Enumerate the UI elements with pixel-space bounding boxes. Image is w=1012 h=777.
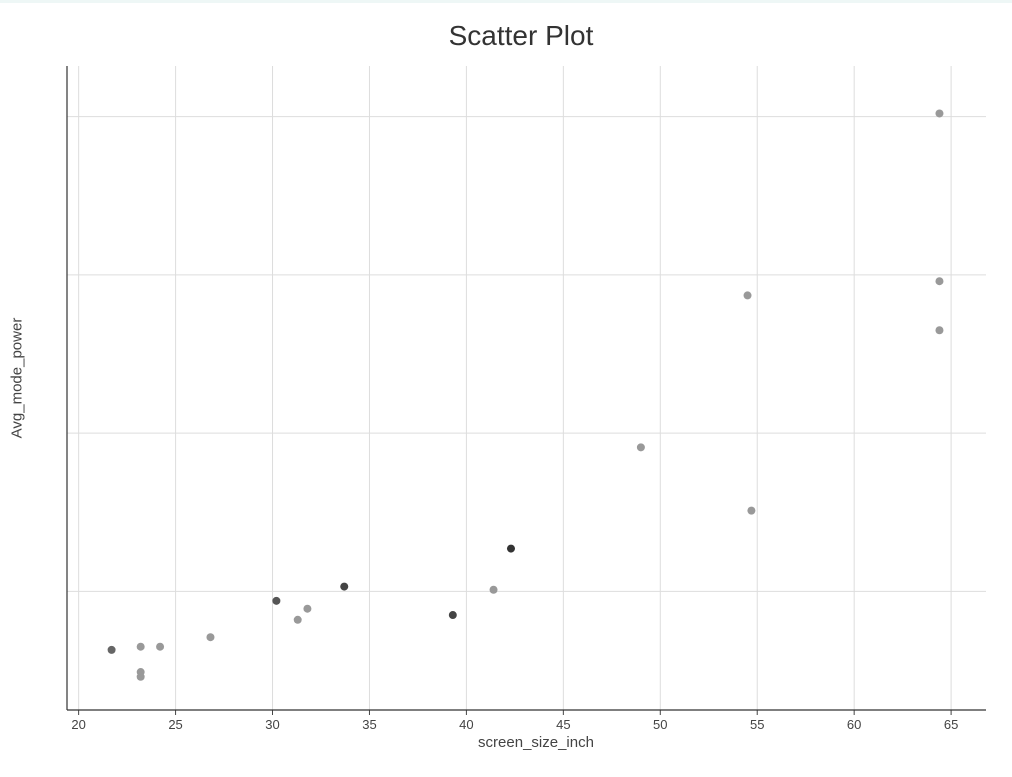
- grid-layer: [67, 66, 986, 710]
- scatter-point: [489, 585, 498, 594]
- scatter-point: [340, 582, 349, 591]
- scatter-point: [272, 596, 281, 605]
- scatter-point: [636, 443, 645, 452]
- x-tick-label: 40: [459, 717, 473, 732]
- scatter-point: [156, 642, 165, 651]
- x-tick-label: 35: [362, 717, 376, 732]
- x-tick-label: 30: [265, 717, 279, 732]
- top-border-strip: [0, 0, 1012, 3]
- x-tick-label: 55: [750, 717, 764, 732]
- x-tick-label: 50: [653, 717, 667, 732]
- scatter-point: [293, 615, 302, 624]
- x-axis-label: screen_size_inch: [478, 734, 594, 751]
- scatter-point: [935, 277, 944, 286]
- chart-title: Scatter Plot: [448, 20, 594, 51]
- scatter-point: [107, 645, 116, 654]
- x-tick-label: 25: [168, 717, 182, 732]
- x-tick-label: 65: [944, 717, 958, 732]
- scatter-point: [206, 633, 215, 642]
- scatter-point: [136, 642, 145, 651]
- scatter-point: [935, 109, 944, 118]
- scatter-point: [303, 604, 312, 613]
- x-tick-label: 20: [71, 717, 85, 732]
- scatter-point: [935, 326, 944, 335]
- scatter-point: [743, 291, 752, 300]
- x-tick-label: 60: [847, 717, 861, 732]
- scatter-point: [506, 544, 515, 553]
- scatter-point: [136, 672, 145, 681]
- scatter-point: [448, 611, 457, 620]
- point-layer: [107, 109, 944, 681]
- axis-layer: 20 25 30 35 40 45 50 55 60 65: [66, 66, 986, 732]
- x-tick-label: 45: [556, 717, 570, 732]
- scatter-point: [747, 506, 756, 515]
